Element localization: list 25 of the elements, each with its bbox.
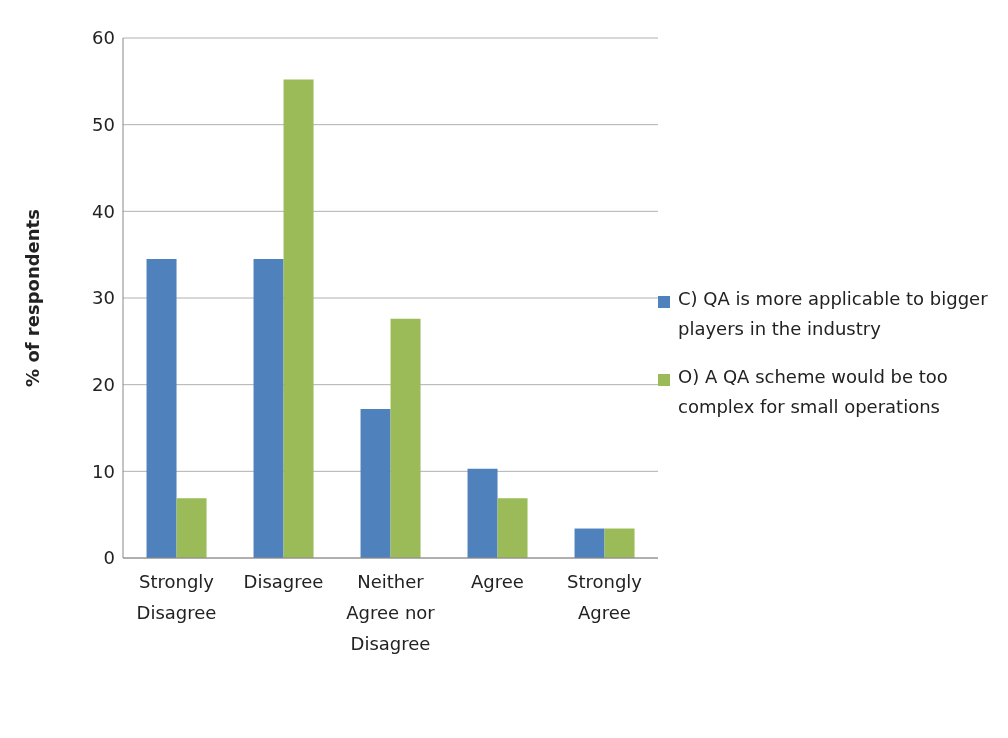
x-tick-label: Strongly Agree xyxy=(567,571,643,623)
bar xyxy=(176,498,207,558)
y-tick-label: 30 xyxy=(92,287,115,309)
x-tick-label: Neither Agree nor Disagree xyxy=(346,571,436,654)
bar xyxy=(253,259,284,558)
bar xyxy=(574,528,605,558)
y-tick-label: 20 xyxy=(92,374,115,396)
bar xyxy=(497,498,528,558)
y-tick-label: 10 xyxy=(92,460,115,482)
y-tick-label: 50 xyxy=(92,114,115,136)
y-tick-label: 40 xyxy=(92,200,115,222)
x-tick-label: Disagree xyxy=(243,571,324,592)
bar xyxy=(360,408,391,558)
y-tick-label: 60 xyxy=(92,27,115,49)
bar xyxy=(467,468,498,558)
legend-label: C) QA is more applicable to bigger players in the industry xyxy=(678,287,988,341)
legend-label: O) A QA scheme would be too complex for small operations xyxy=(678,365,949,419)
x-tick-label: Agree xyxy=(471,571,524,592)
bar xyxy=(146,259,177,558)
bar xyxy=(604,528,635,558)
y-tick-label: 0 xyxy=(103,547,115,569)
bar xyxy=(390,318,421,558)
x-tick-label: Strongly Disagree xyxy=(136,571,217,623)
bar xyxy=(283,79,314,558)
y-axis-title: % of respondents xyxy=(22,209,44,387)
